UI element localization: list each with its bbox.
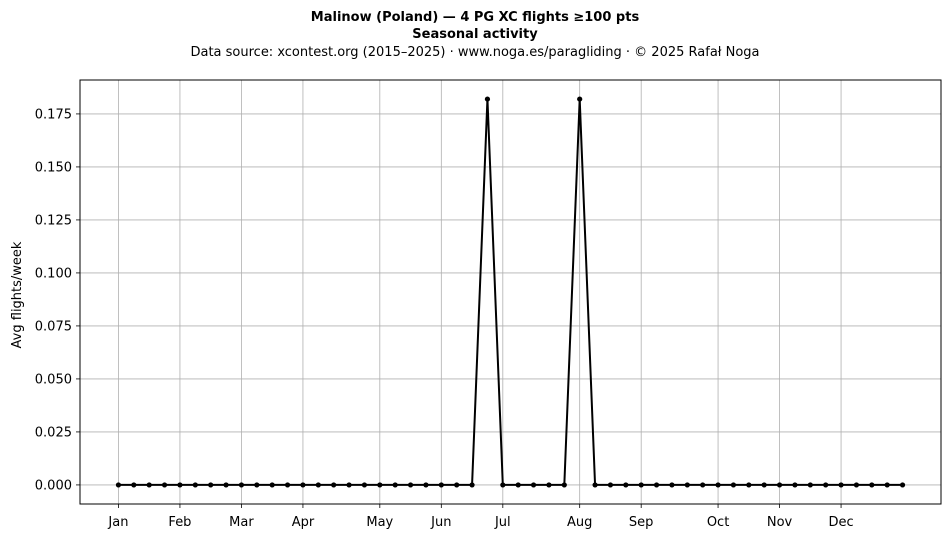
y-tick-label: 0.125 [35, 213, 72, 228]
chart-subtitle: Data source: xcontest.org (2015–2025) · … [190, 45, 759, 60]
chart-title-secondary: Seasonal activity [412, 27, 538, 42]
chart-title: Malinow (Poland) — 4 PG XC flights ≥100 … [311, 10, 640, 25]
data-point [407, 482, 414, 488]
x-tick-label: Jun [430, 515, 451, 530]
data-point [561, 482, 567, 488]
axes: Jan Feb Mar Apr May Jun Jul Aug Sep Oct Nov Dec 0.00… [35, 79, 942, 530]
data-point [684, 482, 690, 488]
data-point [653, 482, 660, 488]
data-point [346, 482, 352, 488]
x-tick-label: Oct [707, 515, 729, 530]
x-tick-label: Nov [767, 515, 793, 530]
y-tick-label: 0.175 [35, 107, 72, 122]
y-axis-label: Avg flights/week [10, 241, 25, 348]
data-point [469, 482, 475, 488]
data-point [438, 482, 444, 488]
grid [80, 80, 941, 504]
data-point [377, 482, 383, 488]
data-point [807, 482, 813, 488]
data-point [899, 482, 906, 488]
data-point [177, 482, 183, 488]
y-tick-label: 0.150 [35, 160, 72, 175]
x-tick-label: Feb [168, 515, 191, 530]
y-tick-label: 0.050 [35, 372, 72, 387]
data-point [423, 482, 429, 488]
data-point [700, 482, 706, 488]
data-point [315, 482, 321, 488]
data-point [131, 482, 137, 488]
data-point [300, 482, 306, 488]
x-tick-label: Aug [567, 515, 592, 530]
data-point [546, 482, 552, 488]
data-point [592, 482, 598, 488]
data-point [284, 482, 291, 488]
x-tick-label: May [366, 515, 393, 530]
data-point [638, 482, 644, 488]
series-line-group [115, 96, 906, 488]
data-point [238, 482, 245, 488]
y-tick-label: 0.075 [35, 319, 72, 334]
data-point [530, 482, 537, 488]
data-point [192, 482, 198, 488]
data-point [823, 482, 829, 488]
data-point [515, 482, 521, 488]
y-tick-label: 0.100 [35, 266, 72, 281]
data-point [500, 482, 506, 488]
series-line [118, 98, 903, 486]
data-point [869, 482, 875, 488]
data-point [761, 482, 767, 488]
data-point [607, 482, 614, 488]
data-point [669, 482, 675, 488]
data-point [484, 96, 491, 102]
data-point [884, 482, 890, 488]
data-point [454, 482, 460, 488]
x-tick-label: Apr [292, 515, 315, 530]
data-point [208, 482, 214, 488]
data-point [392, 482, 398, 488]
x-tick-label: Sep [629, 515, 654, 530]
data-point [161, 482, 168, 488]
x-tick-label: Mar [229, 515, 254, 530]
data-point [838, 482, 844, 488]
data-point [730, 482, 737, 488]
data-point [715, 482, 721, 488]
data-point [746, 482, 752, 488]
x-tick-label: Jul [494, 515, 511, 530]
data-point [792, 482, 798, 488]
y-tick-label: 0.000 [35, 478, 72, 493]
x-tick-label: Dec [828, 515, 853, 530]
data-point [254, 482, 260, 488]
data-point [623, 482, 629, 488]
data-point [361, 482, 368, 488]
plot-frame [79, 79, 942, 505]
data-point [577, 96, 583, 102]
y-tick-label: 0.025 [35, 425, 72, 440]
data-point [853, 482, 860, 488]
data-point [331, 482, 337, 488]
data-point [776, 482, 783, 488]
data-point [269, 482, 275, 488]
x-tick-label: Jan [107, 515, 128, 530]
data-point [223, 482, 229, 488]
data-point [115, 482, 122, 488]
data-point [146, 482, 152, 488]
